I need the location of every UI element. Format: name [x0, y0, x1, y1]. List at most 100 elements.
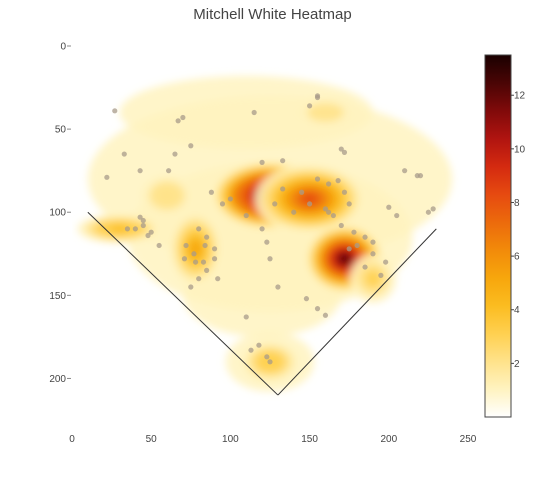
x-tick-label: 100 — [222, 434, 239, 445]
data-point-84 — [280, 186, 286, 192]
data-point-6 — [172, 151, 178, 157]
x-tick-label: 150 — [301, 434, 318, 445]
scatter-points — [104, 93, 436, 365]
data-point-21 — [425, 209, 431, 215]
data-point-47 — [188, 284, 194, 290]
data-point-29 — [156, 242, 162, 249]
data-point-71 — [378, 272, 384, 278]
data-point-62 — [330, 212, 336, 219]
density-contour-6-2 — [364, 269, 382, 288]
data-point-5 — [180, 114, 186, 121]
data-point-16 — [280, 158, 286, 164]
density-contours — [77, 75, 453, 392]
data-point-42 — [200, 259, 207, 265]
data-point-67 — [354, 242, 360, 249]
data-point-72 — [362, 264, 368, 270]
data-point-69 — [370, 251, 376, 257]
left-foul-line — [87, 211, 279, 396]
density-contour-7-2 — [157, 187, 177, 204]
y-tick-label: 100 — [49, 208, 66, 219]
data-point-64 — [351, 229, 357, 235]
y-tick-label: 0 — [60, 42, 66, 53]
data-point-35 — [243, 212, 249, 219]
data-point-38 — [183, 242, 189, 249]
data-point-28 — [145, 232, 151, 239]
colorbar-tick-label: 2 — [514, 359, 520, 370]
data-point-46 — [215, 276, 221, 282]
data-point-7 — [188, 143, 194, 149]
chart-title: Mitchell White Heatmap — [193, 6, 352, 23]
data-point-4 — [175, 118, 181, 124]
density-contour-1-11 — [340, 254, 349, 263]
y-tick-label: 150 — [49, 291, 66, 302]
x-tick-label: 200 — [380, 434, 397, 445]
data-point-56 — [326, 181, 332, 187]
density-wash-2 — [182, 253, 342, 337]
x-tick-label: 50 — [146, 434, 158, 445]
data-point-19 — [417, 173, 424, 179]
data-point-20 — [430, 206, 436, 212]
data-point-58 — [314, 176, 321, 182]
y-tick-label: 50 — [55, 125, 67, 136]
data-point-82 — [272, 201, 278, 207]
data-point-32 — [208, 189, 214, 195]
data-point-57 — [335, 178, 341, 184]
data-point-53 — [291, 209, 297, 215]
data-point-48 — [192, 259, 199, 265]
data-point-8 — [166, 168, 172, 174]
data-point-65 — [362, 234, 368, 240]
data-point-78 — [248, 347, 254, 353]
data-point-14 — [341, 149, 348, 155]
density-contour-4-4 — [110, 225, 129, 233]
data-point-80 — [264, 354, 270, 360]
data-point-76 — [322, 312, 329, 318]
data-point-24 — [124, 226, 131, 232]
data-point-15 — [259, 159, 265, 165]
colorbar-tick-label: 10 — [514, 144, 526, 155]
colorbar-gradient — [484, 54, 512, 418]
data-point-74 — [303, 296, 310, 302]
data-point-31 — [140, 217, 146, 224]
density-contour-8-1 — [307, 103, 344, 122]
data-point-49 — [181, 256, 188, 262]
data-point-77 — [243, 314, 249, 320]
data-point-66 — [370, 239, 376, 245]
data-point-10 — [307, 103, 313, 109]
data-point-17 — [402, 168, 408, 174]
colorbar-tick-label: 12 — [514, 91, 526, 102]
data-point-23 — [394, 212, 400, 219]
axes: 0 50 100 150 200 250 0 50 100 150 200 — [49, 42, 476, 446]
data-point-54 — [307, 201, 313, 207]
data-point-70 — [383, 259, 389, 265]
data-point-2 — [104, 174, 110, 180]
colorbar-tick-label: 8 — [514, 198, 520, 209]
data-point-1 — [121, 151, 127, 157]
data-point-27 — [148, 229, 154, 235]
x-tick-label: 250 — [460, 434, 477, 445]
data-point-0 — [112, 108, 118, 114]
colorbar-tick-label: 4 — [514, 305, 520, 316]
data-point-3 — [137, 168, 143, 174]
y-tick-label: 200 — [49, 374, 66, 385]
data-point-33 — [219, 201, 226, 207]
data-point-34 — [227, 196, 233, 202]
data-point-26 — [140, 222, 146, 229]
x-tick-label: 0 — [69, 434, 75, 445]
data-point-30 — [137, 214, 143, 220]
density-wash-4 — [119, 75, 373, 150]
data-point-81 — [267, 359, 273, 365]
data-point-12 — [314, 93, 321, 99]
data-point-43 — [211, 256, 218, 262]
foul-lines — [87, 211, 437, 396]
data-point-37 — [204, 234, 210, 240]
data-point-41 — [211, 246, 218, 252]
colorbar: 2 4 6 8 10 12 — [484, 54, 526, 418]
data-point-50 — [259, 226, 265, 232]
data-point-51 — [264, 239, 270, 245]
data-point-60 — [346, 201, 352, 207]
data-point-61 — [326, 209, 332, 215]
data-point-44 — [204, 267, 210, 273]
data-point-68 — [346, 246, 352, 252]
data-point-36 — [196, 226, 202, 232]
